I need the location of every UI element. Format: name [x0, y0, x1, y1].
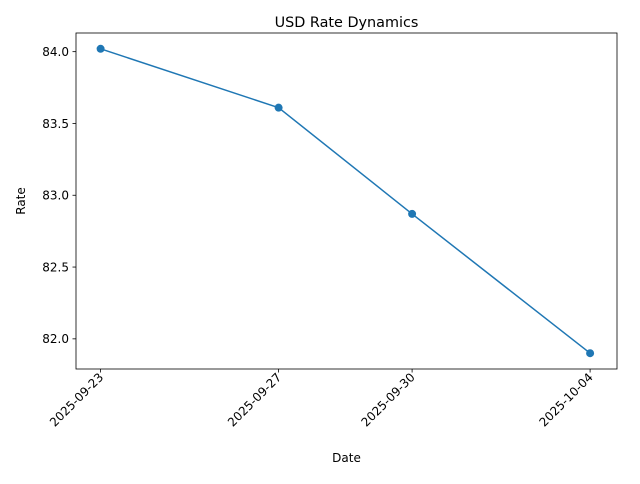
y-axis-ticks: 82.0 82.5 83.0 83.5 84.0 — [42, 45, 76, 346]
y-tick-label: 83.0 — [42, 189, 69, 203]
series-line — [100, 48, 591, 354]
data-point-marker — [96, 44, 105, 53]
y-axis-label: Rate — [14, 187, 28, 215]
data-point-marker — [408, 209, 417, 218]
series-usd-rate — [96, 44, 595, 358]
y-tick-label: 83.5 — [42, 117, 69, 131]
plot-frame — [75, 32, 618, 370]
data-point-marker — [586, 349, 595, 358]
x-axis-label: Date — [332, 451, 361, 465]
y-tick-label: 82.0 — [42, 332, 69, 346]
y-tick-label: 82.5 — [42, 260, 69, 274]
y-tick-label: 84.0 — [42, 45, 69, 59]
chart-title: USD Rate Dynamics — [275, 15, 419, 31]
axes — [75, 32, 618, 370]
data-point-marker — [274, 103, 283, 112]
